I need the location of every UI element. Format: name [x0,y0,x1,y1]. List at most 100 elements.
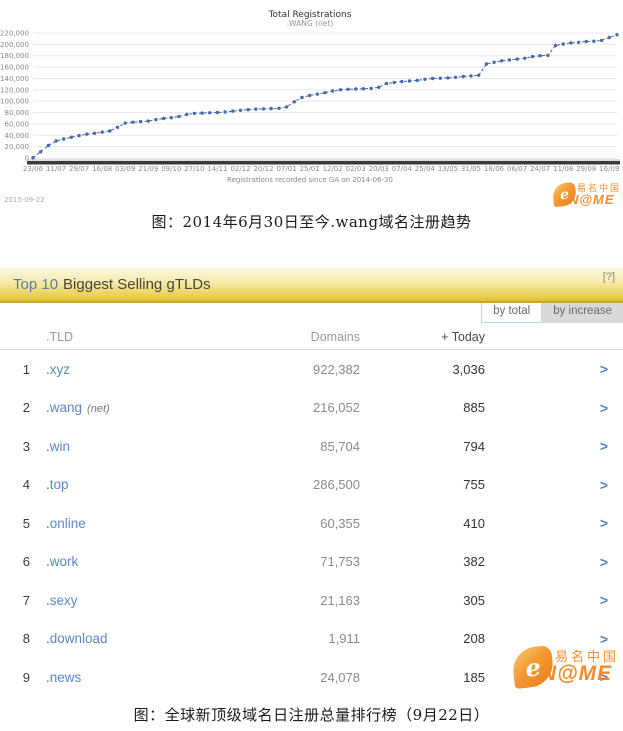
svg-text:16/09: 16/09 [599,165,619,173]
svg-text:11/08: 11/08 [553,165,573,173]
svg-text:16/08: 16/08 [92,165,112,173]
panel-title: Top 10 Biggest Selling gTLDs [13,276,211,293]
svg-text:23/06: 23/06 [23,165,44,173]
table-row[interactable]: 5 .online 60,355 410 > [0,504,623,543]
tld-cell: .wang (net) [46,400,260,415]
tld-link[interactable]: wang [49,400,83,416]
table-row[interactable]: 4 .top 286,500 755 > [0,466,623,505]
table-row[interactable]: 6 .work 71,753 382 > [0,543,623,582]
svg-text:2015-09-22: 2015-09-22 [4,196,45,204]
rank-number: 6 [22,554,30,570]
chevron-right-icon[interactable]: > [599,630,608,647]
rank-number: 7 [22,592,30,608]
table-row[interactable]: 2 .wang (net) 216,052 885 > [0,389,623,428]
domains-count: 216,052 [313,400,360,416]
table-column-headers: .TLD Domains + Today [0,325,623,350]
table-row[interactable]: 9 .news 24,078 185 > [0,658,623,697]
today-count: 410 [463,515,485,531]
tld-dot: . [46,400,50,416]
tab-by-increase[interactable]: by increase [542,303,623,323]
tld-link[interactable]: download [49,631,108,647]
svg-text:200,000: 200,000 [0,41,29,49]
chevron-right-icon[interactable]: > [599,399,608,416]
column-header-domains[interactable]: Domains [310,330,360,344]
rank-number: 9 [22,669,30,685]
table-row[interactable]: 7 .sexy 21,163 305 > [0,581,623,620]
chevron-right-icon[interactable]: > [599,515,608,532]
domains-count: 21,163 [320,592,360,608]
table-row[interactable]: 3 .win 85,704 794 > [0,427,623,466]
tld-cell: .work [46,554,260,569]
chart-caption: 图：2014年6月30日至今.wang域名注册趋势 [151,213,472,231]
today-count: 3,036 [452,361,485,377]
tld-dot: . [46,554,50,570]
panel-title-rest: Biggest Selling gTLDs [63,276,211,293]
tld-link[interactable]: top [49,477,69,493]
chevron-right-icon[interactable]: > [599,592,608,609]
svg-text:07/01: 07/01 [276,165,296,173]
svg-text:220,000: 220,000 [0,30,29,38]
svg-text:40,000: 40,000 [5,132,30,140]
tld-dot: . [46,438,50,454]
svg-text:20/03: 20/03 [369,165,389,173]
domains-count: 922,382 [313,361,360,377]
tld-dot: . [46,631,50,647]
tld-dot: . [46,361,50,377]
domains-count: 1,911 [328,631,360,647]
table-caption: 图：全球新顶级域名日注册总量排行榜（9月22日） [133,706,490,724]
chevron-right-icon[interactable]: > [599,438,608,455]
tld-cell: .xyz [46,362,260,377]
help-link[interactable]: [?] [602,271,615,283]
today-count: 208 [463,631,485,647]
svg-text:12/02: 12/02 [323,165,343,173]
svg-text:100,000: 100,000 [0,98,29,106]
column-header-today[interactable]: + Today [441,330,485,344]
today-count: 885 [463,400,485,416]
tab-by-total[interactable]: by total [481,303,543,323]
chevron-right-icon[interactable]: > [599,476,608,493]
tld-note: (net) [87,403,110,416]
svg-text:.WANG (net): .WANG (net) [287,19,334,28]
tld-cell: .sexy [46,593,260,608]
ename-cjk-text: 易名中国 [554,649,619,664]
tld-dot: . [46,592,50,608]
tld-link[interactable]: win [49,438,71,454]
svg-text:Total Registrations: Total Registrations [268,10,352,20]
domains-count: 24,078 [320,669,360,685]
chevron-right-icon[interactable]: > [599,361,608,378]
svg-text:Registrations recorded since G: Registrations recorded since GA on 2014-… [227,176,393,184]
table-row[interactable]: 1 .xyz 922,382 3,036 > [0,350,623,389]
column-header-tld[interactable]: .TLD [46,330,74,344]
ename-latin-text: N@ME [540,662,613,685]
svg-text:06/07: 06/07 [507,165,527,173]
table-row[interactable]: 8 .download 1,911 208 > [0,620,623,659]
svg-text:03/09: 03/09 [115,165,135,173]
domains-count: 286,500 [313,477,360,493]
tld-link[interactable]: online [49,515,86,531]
svg-text:18/06: 18/06 [484,165,505,173]
svg-text:14/11: 14/11 [207,165,227,173]
tld-link[interactable]: news [49,669,82,685]
sort-tabs: by total by increase [0,303,623,323]
trend-line-chart-svg: 0 20,000 40,000 60,000 80,000 100,000 120,000 1… [0,10,620,204]
tld-cell: .win [46,439,260,454]
rank-number: 3 [22,438,30,454]
ename-cjk-text: 易名中国 [576,182,621,193]
tld-link[interactable]: sexy [49,592,78,608]
ename-e-glyph: e [559,186,570,203]
svg-text:160,000: 160,000 [0,64,29,72]
today-count: 755 [463,477,485,493]
tld-link[interactable]: work [49,554,79,570]
chevron-right-icon[interactable]: > [599,553,608,570]
svg-text:29/07: 29/07 [69,165,89,173]
svg-text:80,000: 80,000 [5,109,30,117]
tld-link[interactable]: xyz [49,361,71,377]
chevron-right-icon[interactable]: > [599,669,608,686]
tld-dot: . [46,669,50,685]
tld-cell: .download [46,631,260,646]
domains-count: 71,753 [320,554,360,570]
domains-count: 85,704 [320,438,360,454]
svg-text:11/07: 11/07 [46,165,66,173]
svg-text:02/12: 02/12 [230,165,250,173]
rank-number: 5 [22,515,30,531]
